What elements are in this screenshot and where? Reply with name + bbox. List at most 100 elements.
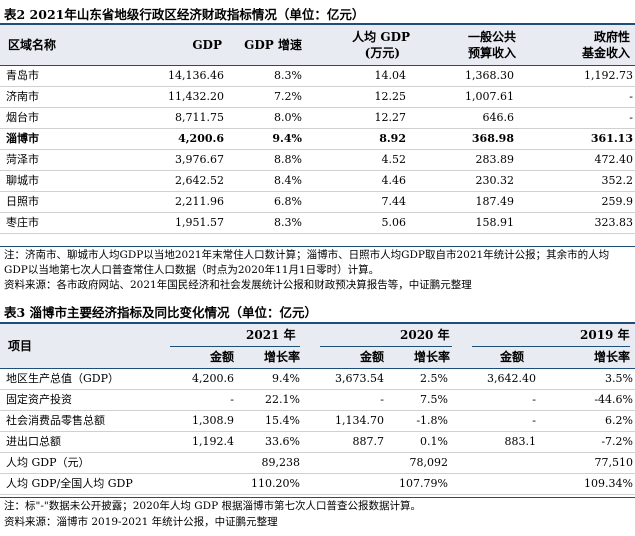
- region-cell: 烟台市: [6, 111, 39, 124]
- region-cell: 聊城市: [6, 174, 39, 187]
- growth-cell: 7.2%: [274, 90, 302, 103]
- header-year-2019: 2019 年: [580, 328, 630, 342]
- table2-top-rule: [0, 322, 635, 324]
- table-row: 淄博市 4,200.6 9.4% 8.92 368.98 361.13: [0, 129, 635, 150]
- table1-body: 青岛市 14,136.46 8.3% 14.04 1,368.30 1,192.73 济南市…: [0, 66, 635, 234]
- region-cell: 淄博市: [6, 132, 39, 145]
- growth-2019-cell: 77,510: [594, 456, 634, 469]
- fund-cell: -: [629, 111, 633, 124]
- amount-2019-cell: -: [532, 414, 536, 427]
- growth-2019-cell: 6.2%: [605, 414, 633, 427]
- item-cell: 人均 GDP（元）: [6, 456, 90, 469]
- table-row: 枣庄市 1,951.57 8.3% 5.06 158.91 323.83: [0, 213, 635, 234]
- growth-2020-cell: 7.5%: [420, 393, 448, 406]
- header-year-2021: 2021 年: [246, 328, 296, 342]
- table-row: 菏泽市 3,976.67 8.8% 4.52 283.89 472.40: [0, 150, 635, 171]
- amount-2021-cell: 4,200.6: [192, 372, 234, 385]
- budget-cell: 1,007.61: [465, 90, 514, 103]
- amount-2020-cell: [302, 474, 386, 495]
- table2-bottom-rule: [0, 497, 635, 498]
- table-row: 进出口总额 1,192.4 33.6% 887.7 0.1% 883.1 -7.2%: [0, 432, 635, 453]
- growth-cell: 8.0%: [274, 111, 302, 124]
- table-row: 固定资产投资 - 22.1% - 7.5% - -44.6%: [0, 390, 635, 411]
- growth-2021-cell: 89,238: [261, 456, 301, 469]
- table2-header: 项目 2021 年 金额 增长率 2020 年 金额 增长率 2019 年 金额…: [0, 324, 635, 368]
- growth-2019-cell: 109.34%: [584, 477, 633, 490]
- header-fund-income: 政府性: [593, 30, 630, 44]
- item-cell: 进出口总额: [6, 435, 61, 448]
- budget-cell: 646.6: [482, 111, 515, 124]
- growth-2020-cell: 0.1%: [420, 435, 448, 448]
- table-row: 济南市 11,432.20 7.2% 12.25 1,007.61 -: [0, 87, 635, 108]
- growth-cell: 8.3%: [274, 69, 302, 82]
- year-2019-rule: [472, 346, 630, 347]
- item-cell: 社会消费品零售总额: [6, 414, 105, 427]
- gdp-cell: 14,136.46: [168, 69, 224, 82]
- gdp-cell: 3,976.67: [175, 153, 224, 166]
- fund-cell: 472.40: [594, 153, 634, 166]
- gdp-cell: 2,642.52: [175, 174, 224, 187]
- amount-2019-cell: 883.1: [504, 435, 537, 448]
- growth-cell: 6.8%: [274, 195, 302, 208]
- amount-2019-cell: [450, 453, 538, 474]
- amount-2021-cell: 1,308.9: [192, 414, 234, 427]
- per-capita-cell: 4.46: [381, 174, 407, 187]
- amount-2021-cell: [170, 453, 236, 474]
- amount-2020-cell: [302, 453, 386, 474]
- growth-2019-cell: -7.2%: [601, 435, 633, 448]
- table-row: 人均 GDP（元） 89,238 78,092 77,510: [0, 453, 635, 474]
- item-cell: 固定资产投资: [6, 393, 72, 406]
- table1-note: 注：济南市、聊城市人均GDP以当地2021年末常住人口数计算；淄博市、日照市人均…: [4, 249, 610, 276]
- table-row: 地区生产总值（GDP） 4,200.6 9.4% 3,673.54 2.5% 3,642.…: [0, 369, 635, 390]
- fund-cell: -: [629, 90, 633, 103]
- table1-top-rule: [0, 23, 635, 25]
- header-growth-2021: 增长率: [263, 350, 300, 364]
- growth-2020-cell: 2.5%: [420, 372, 448, 385]
- table2-note: 注：标"-"数据未公开披露；2020年人均 GDP 根据淄博市第七次人口普查公报…: [4, 500, 421, 512]
- table2-header-rule: [0, 368, 635, 369]
- header-public-budget-2: 预算收入: [467, 46, 516, 60]
- budget-cell: 230.32: [475, 174, 515, 187]
- growth-2020-cell: 78,092: [409, 456, 449, 469]
- header-region: 区域名称: [8, 38, 57, 52]
- growth-2020-cell: -1.8%: [416, 414, 448, 427]
- per-capita-cell: 14.04: [374, 69, 407, 82]
- table1-header-rule: [0, 65, 635, 66]
- growth-2020-cell: 107.79%: [399, 477, 448, 490]
- table1-header-background: [0, 25, 635, 65]
- growth-2021-cell: 9.4%: [272, 372, 300, 385]
- table2-title: 表3 淄博市主要经济指标及同比变化情况（单位：亿元）: [4, 305, 318, 320]
- per-capita-cell: 5.06: [381, 216, 407, 229]
- table2-body: 地区生产总值（GDP） 4,200.6 9.4% 3,673.54 2.5% 3,642.…: [0, 369, 635, 495]
- per-capita-cell: 8.92: [379, 132, 406, 145]
- gdp-cell: 8,711.75: [175, 111, 224, 124]
- region-cell: 日照市: [6, 195, 39, 208]
- table1-source: 资料来源：各市政府网站、2021年国民经济和社会发展统计公报和财政预决算报告等，…: [4, 279, 472, 291]
- growth-2019-cell: 3.5%: [605, 372, 633, 385]
- fund-cell: 352.2: [601, 174, 634, 187]
- header-growth-2019: 增长率: [593, 350, 630, 364]
- header-fund-income-2: 基金收入: [581, 46, 630, 60]
- budget-cell: 158.91: [475, 216, 515, 229]
- table1-title: 表2 2021年山东省地级行政区经济财政指标情况（单位：亿元）: [4, 7, 365, 22]
- region-cell: 枣庄市: [6, 216, 39, 229]
- growth-2021-cell: 15.4%: [265, 414, 300, 427]
- amount-2021-cell: -: [230, 393, 234, 406]
- item-cell: 地区生产总值（GDP）: [6, 372, 120, 385]
- amount-2020-cell: 1,134.70: [335, 414, 384, 427]
- budget-cell: 283.89: [475, 153, 515, 166]
- table-row: 烟台市 8,711.75 8.0% 12.27 646.6 -: [0, 108, 635, 129]
- table-row: 人均 GDP/全国人均 GDP 110.20% 107.79% 109.34%: [0, 474, 635, 495]
- table1-bottom-rule: [0, 246, 635, 247]
- gdp-cell: 2,211.96: [175, 195, 224, 208]
- header-gdp-growth: GDP 增速: [244, 38, 302, 52]
- budget-cell: 368.98: [471, 132, 514, 145]
- growth-2021-cell: 22.1%: [265, 393, 300, 406]
- growth-2021-cell: 33.6%: [265, 435, 300, 448]
- amount-2019-cell: -: [532, 393, 536, 406]
- header-growth-2020: 增长率: [413, 350, 450, 364]
- per-capita-cell: 12.25: [374, 90, 407, 103]
- table-row: 日照市 2,211.96 6.8% 7.44 187.49 259.9: [0, 192, 635, 213]
- header-item: 项目: [8, 339, 33, 353]
- amount-2019-cell: [450, 474, 538, 495]
